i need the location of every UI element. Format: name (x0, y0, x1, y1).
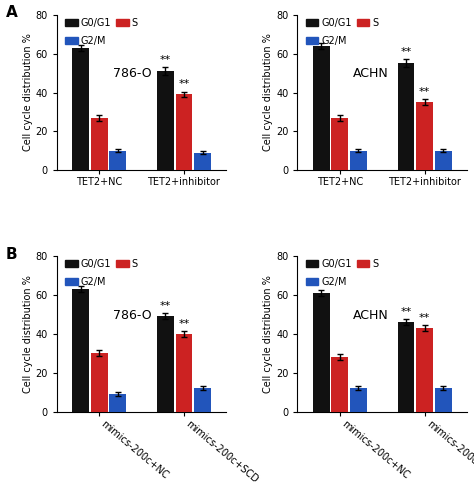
Text: **: ** (160, 301, 171, 311)
Bar (435, 151, 452, 171)
Y-axis label: Cell cycle distribution %: Cell cycle distribution % (23, 275, 33, 392)
Bar (313, 293, 329, 412)
Bar (350, 388, 367, 412)
Text: ACHN: ACHN (354, 67, 389, 80)
Text: 786-O: 786-O (113, 67, 151, 80)
Bar (72, 289, 89, 412)
Bar (175, 334, 192, 412)
Bar (157, 71, 173, 171)
Bar (398, 322, 414, 412)
Legend: G2/M: G2/M (65, 277, 106, 287)
Bar (91, 353, 108, 412)
Bar (416, 328, 433, 412)
Bar (157, 316, 173, 412)
Text: ACHN: ACHN (354, 309, 389, 321)
Bar (109, 394, 126, 412)
Text: **: ** (419, 87, 430, 97)
Bar (331, 357, 348, 412)
Text: **: ** (400, 307, 411, 317)
Text: 786-O: 786-O (113, 309, 151, 321)
Text: **: ** (419, 313, 430, 323)
Bar (331, 118, 348, 171)
Bar (91, 118, 108, 171)
Legend: G2/M: G2/M (306, 277, 347, 287)
Bar (313, 46, 329, 171)
Text: B: B (6, 246, 18, 262)
Bar (350, 151, 367, 171)
Bar (175, 95, 192, 171)
Text: A: A (6, 5, 18, 21)
Bar (435, 388, 452, 412)
Text: **: ** (178, 79, 190, 89)
Bar (194, 388, 211, 412)
Legend: G2/M: G2/M (65, 36, 106, 46)
Text: **: ** (160, 55, 171, 65)
Y-axis label: Cell cycle distribution %: Cell cycle distribution % (263, 275, 273, 392)
Bar (109, 151, 126, 171)
Y-axis label: Cell cycle distribution %: Cell cycle distribution % (263, 34, 273, 151)
Bar (72, 48, 89, 171)
Text: **: ** (400, 47, 411, 57)
Y-axis label: Cell cycle distribution %: Cell cycle distribution % (23, 34, 33, 151)
Bar (194, 153, 211, 171)
Text: **: ** (178, 318, 190, 328)
Bar (416, 102, 433, 171)
Legend: G2/M: G2/M (306, 36, 347, 46)
Bar (398, 63, 414, 171)
